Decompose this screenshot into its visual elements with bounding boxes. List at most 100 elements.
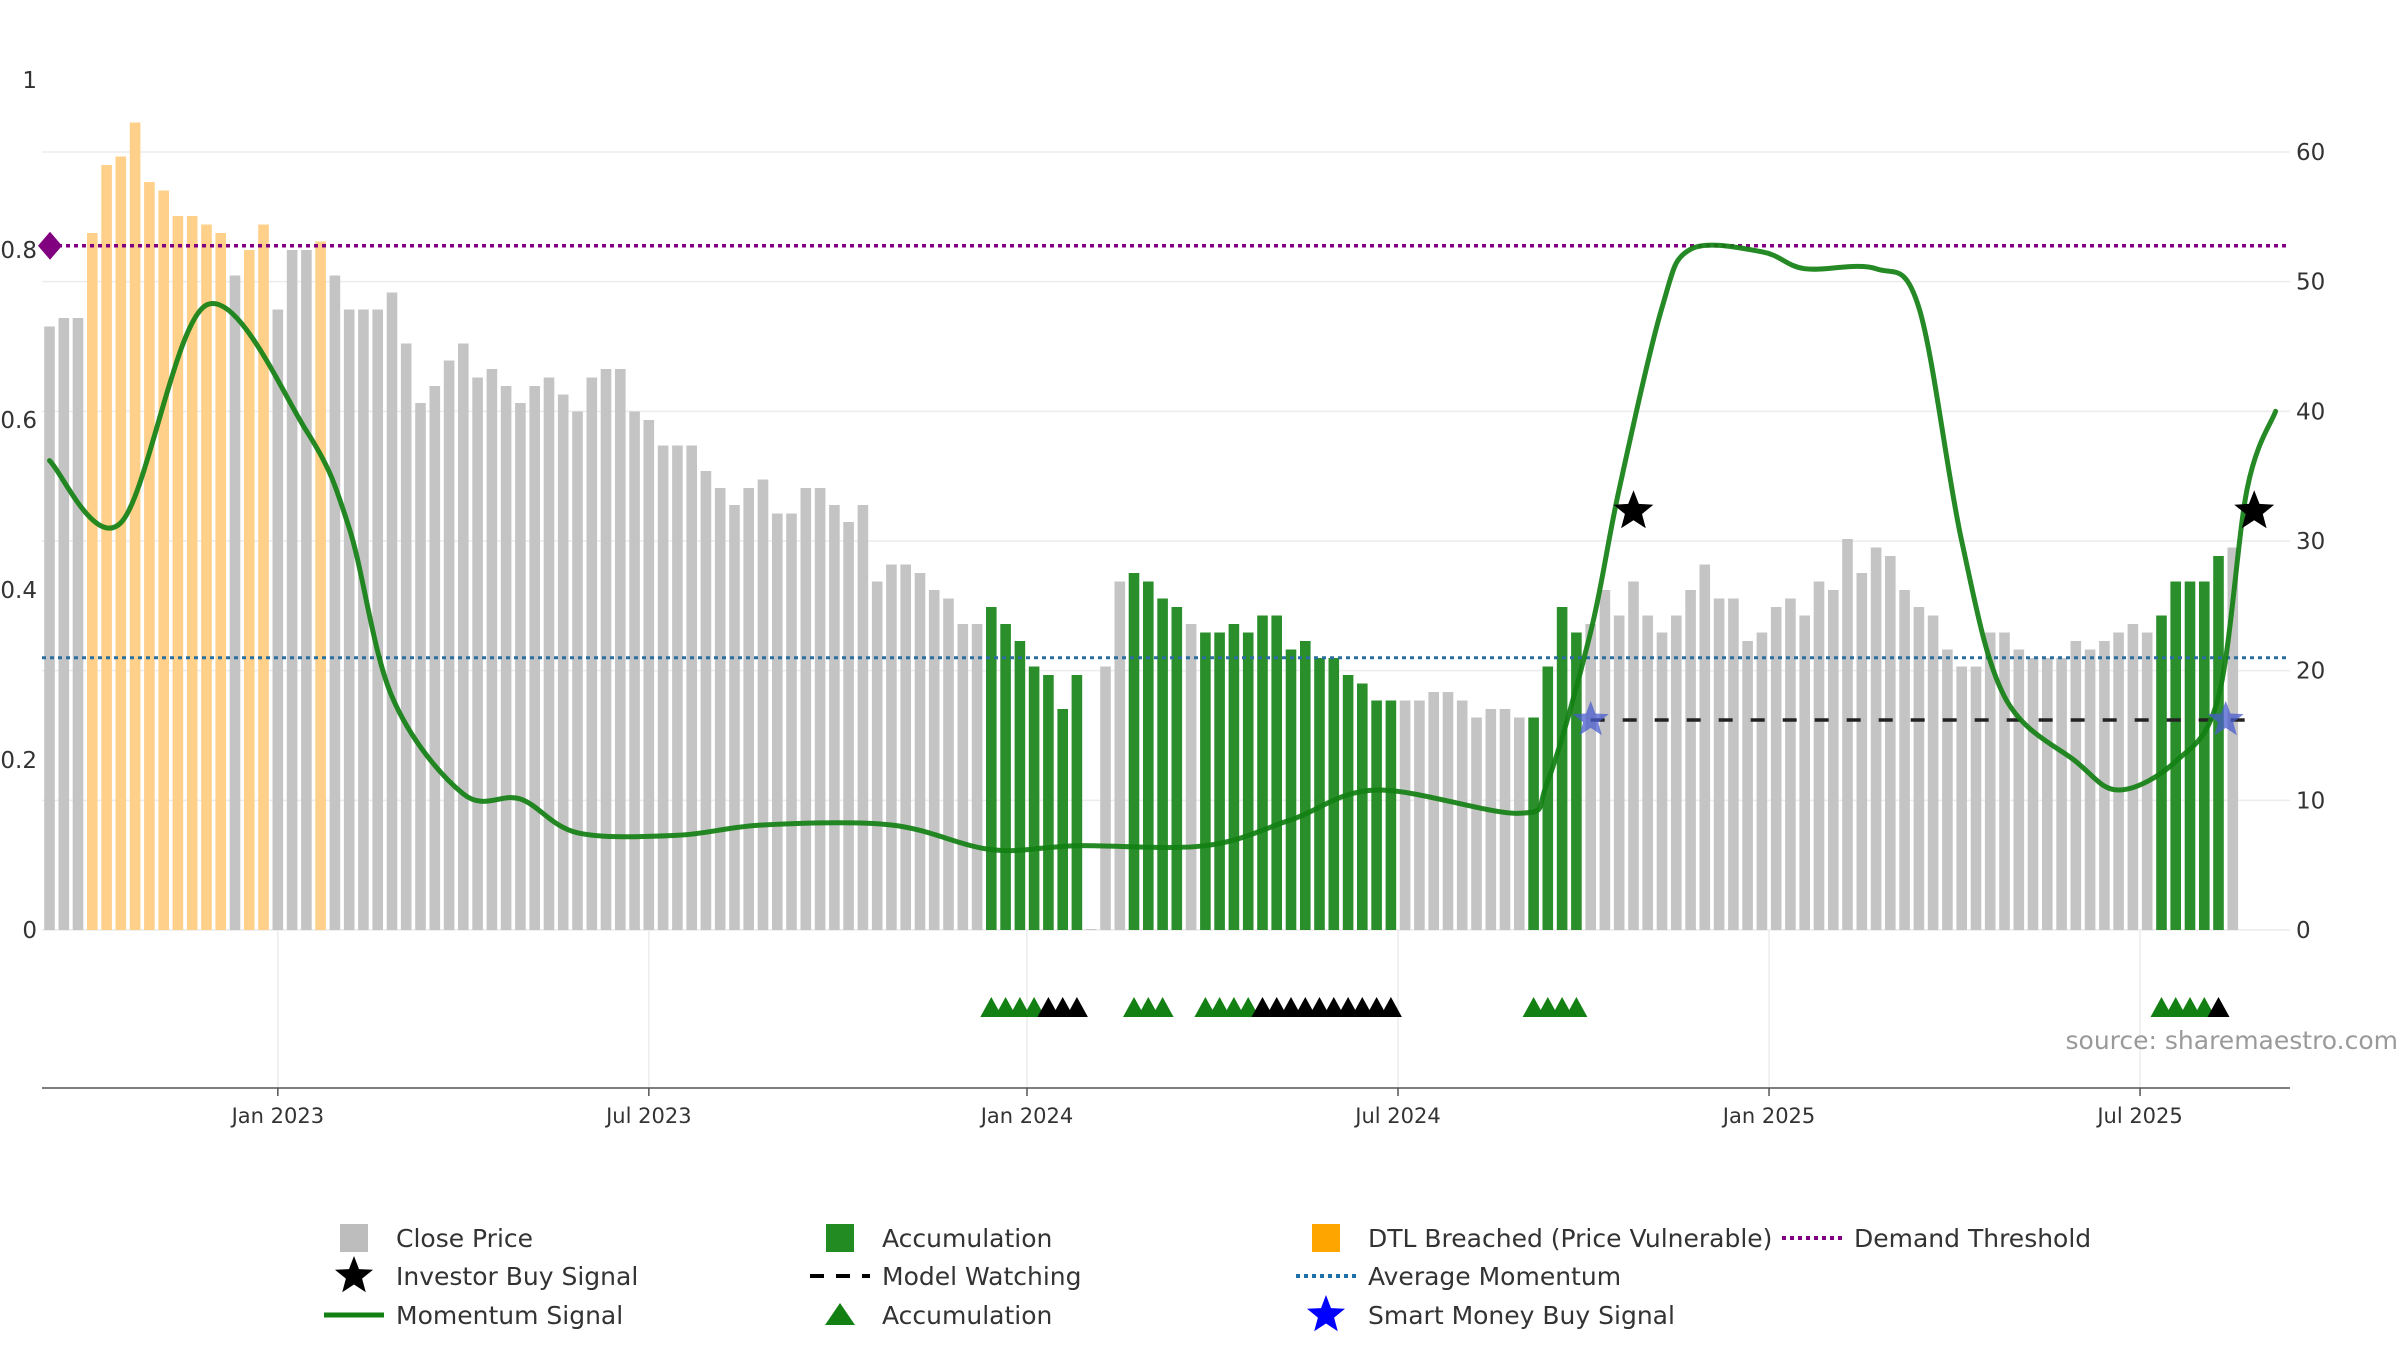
legend-star-icon bbox=[335, 1256, 373, 1293]
close-price-bar bbox=[286, 250, 298, 930]
close-price-bar bbox=[1456, 700, 1468, 930]
investor-triangle-icon bbox=[1322, 997, 1345, 1017]
accumulation-triangle-icon bbox=[1123, 997, 1145, 1017]
accumulation-triangle-icon bbox=[1536, 997, 1559, 1017]
close-price-bar bbox=[1842, 539, 1853, 930]
close-price-bar bbox=[1114, 581, 1126, 930]
accumulation-triangle-icon bbox=[1023, 997, 1046, 1017]
legend-label: Accumulation bbox=[882, 1301, 1052, 1330]
accumulation-bar bbox=[1071, 675, 1083, 930]
close-price-bar bbox=[743, 488, 754, 930]
x-tick-label: Jan 2025 bbox=[1721, 1104, 1816, 1128]
accumulation-bar bbox=[1257, 615, 1268, 930]
close-price-bar bbox=[600, 369, 612, 930]
right-tick-label: 30 bbox=[2296, 529, 2325, 555]
accumulation-bar bbox=[2199, 581, 2210, 930]
close-price-bar bbox=[572, 411, 583, 930]
close-price-bar bbox=[2127, 624, 2139, 930]
close-price-bar bbox=[1785, 598, 1796, 930]
close-price-bar bbox=[2013, 649, 2025, 930]
accumulation-triangle-icon bbox=[1222, 997, 1245, 1017]
close-price-bar bbox=[1828, 590, 1839, 930]
close-price-bar bbox=[443, 360, 455, 930]
close-price-bar bbox=[814, 488, 826, 930]
close-price-bar bbox=[1999, 632, 2010, 930]
accumulation-triangle-icon bbox=[1237, 997, 1260, 1017]
close-price-bar bbox=[1485, 709, 1497, 930]
accumulation-triangle-icon bbox=[2179, 997, 2201, 1017]
close-price-bar bbox=[657, 445, 669, 930]
close-price-bar bbox=[1656, 632, 1668, 930]
close-price-bar bbox=[301, 250, 312, 930]
close-price-bar bbox=[1471, 717, 1482, 930]
close-price-bar bbox=[2113, 632, 2124, 930]
legend-label: Accumulation bbox=[882, 1224, 1052, 1253]
close-price-bar bbox=[729, 505, 740, 930]
dtl-breached-bar bbox=[201, 224, 212, 930]
bar-series bbox=[44, 122, 2239, 930]
close-price-bar bbox=[1856, 573, 1868, 930]
accumulation-triangle-icon bbox=[1151, 997, 1174, 1017]
accumulation-bar bbox=[2213, 556, 2224, 930]
investor-triangle-icon bbox=[1065, 997, 1088, 1017]
left-tick-label: 0.4 bbox=[0, 578, 37, 604]
close-price-bar bbox=[1942, 649, 1953, 930]
investor-triangle-icon bbox=[1294, 997, 1317, 1017]
accumulation-bar bbox=[1028, 666, 1040, 930]
dtl-breached-bar bbox=[186, 216, 198, 930]
close-price-bar bbox=[329, 275, 341, 930]
close-price-bar bbox=[1685, 590, 1696, 930]
accumulation-triangle-icon bbox=[994, 997, 1017, 1017]
close-price-bar bbox=[543, 377, 555, 930]
investor-triangle-icon bbox=[1037, 997, 1060, 1017]
close-price-bar bbox=[1913, 607, 1925, 930]
close-price-bar bbox=[957, 624, 969, 930]
close-price-bar bbox=[1756, 632, 1768, 930]
accumulation-triangle-icon bbox=[1008, 997, 1031, 1017]
accumulation-bar bbox=[1371, 700, 1382, 930]
close-price-bar bbox=[415, 403, 426, 930]
close-price-bar bbox=[629, 411, 640, 930]
right-tick-label: 40 bbox=[2296, 399, 2325, 425]
x-tick-label: Jul 2024 bbox=[1353, 1104, 1440, 1128]
close-price-bar bbox=[1585, 624, 1596, 930]
x-tick-label: Jul 2023 bbox=[604, 1104, 691, 1128]
accumulation-bar bbox=[2184, 581, 2196, 930]
accumulation-bar bbox=[1556, 607, 1568, 930]
investor-triangle-icon bbox=[1251, 997, 1274, 1017]
left-tick-label: 0.2 bbox=[0, 748, 37, 774]
close-price-bar bbox=[886, 564, 897, 930]
legend-square-icon bbox=[1312, 1224, 1340, 1252]
close-price-bar bbox=[1628, 581, 1639, 930]
close-price-bar bbox=[800, 488, 812, 930]
close-price-bar bbox=[1813, 581, 1825, 930]
close-price-bar bbox=[1428, 692, 1439, 930]
close-price-bar bbox=[714, 488, 726, 930]
close-price-bar bbox=[1499, 709, 1511, 930]
x-tick-label: Jan 2024 bbox=[979, 1104, 1074, 1128]
close-price-bar bbox=[529, 386, 540, 930]
close-price-bar bbox=[1742, 641, 1753, 930]
smart-money-star-icon bbox=[1572, 700, 1609, 736]
accumulation-bar bbox=[1242, 632, 1254, 930]
accumulation-bar bbox=[1571, 632, 1582, 930]
close-price-bar bbox=[1671, 615, 1682, 930]
accumulation-triangle-icon bbox=[1565, 997, 1588, 1017]
accumulation-bar bbox=[1357, 683, 1368, 930]
legend-label: Investor Buy Signal bbox=[396, 1262, 638, 1291]
legend-label: Average Momentum bbox=[1368, 1262, 1621, 1291]
accumulation-triangle-icon bbox=[1137, 997, 1160, 1017]
investor-triangle-icon bbox=[1337, 997, 1360, 1017]
dtl-breached-bar bbox=[215, 233, 226, 930]
accumulation-bar bbox=[1014, 641, 1026, 930]
close-price-bar bbox=[871, 581, 883, 930]
close-price-bar bbox=[1870, 547, 1882, 930]
close-price-bar bbox=[1085, 929, 1097, 930]
investor-star-icon bbox=[1613, 490, 1654, 529]
close-price-bar bbox=[2056, 658, 2067, 930]
dtl-breached-bar bbox=[115, 156, 127, 930]
close-price-bar bbox=[615, 369, 626, 930]
dtl-breached-bar bbox=[158, 190, 169, 930]
dtl-breached-bar bbox=[172, 216, 184, 930]
close-price-bar bbox=[1399, 700, 1411, 930]
